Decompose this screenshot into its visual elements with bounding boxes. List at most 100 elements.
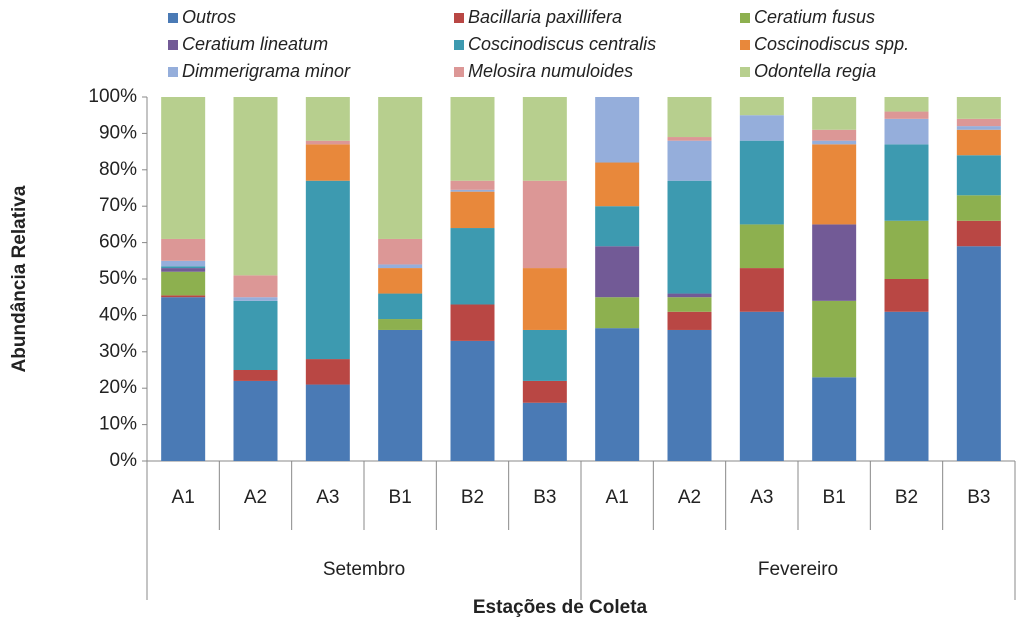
bar-segment xyxy=(450,228,495,305)
bar-segment xyxy=(595,206,640,247)
x-tick-label: B3 xyxy=(967,487,990,508)
bar-segment xyxy=(884,279,929,312)
legend-swatch xyxy=(168,13,178,23)
bar-segment xyxy=(884,144,929,221)
bar-segment xyxy=(595,97,640,163)
legend-swatch xyxy=(740,40,750,50)
y-tick-label: 100% xyxy=(88,86,137,107)
legend-swatch xyxy=(740,13,750,23)
y-axis-title: Abundância Relativa xyxy=(9,185,30,372)
bar-segment xyxy=(812,300,857,378)
bar-segment xyxy=(161,238,206,261)
legend-label: Coscinodiscus centralis xyxy=(468,34,656,54)
bar-segment xyxy=(739,97,784,116)
bar-segment xyxy=(884,220,929,279)
bar-segment xyxy=(595,162,640,207)
y-tick-label: 0% xyxy=(110,450,138,471)
group-label: Fevereiro xyxy=(758,559,838,580)
bar-segment xyxy=(956,220,1001,247)
x-tick-label: B2 xyxy=(461,487,484,508)
bar-segment xyxy=(739,311,784,461)
bar-segment xyxy=(450,97,495,181)
legend-label: Ceratium lineatum xyxy=(182,34,328,54)
legend-label: Outros xyxy=(182,7,236,27)
y-tick-label: 10% xyxy=(99,414,137,435)
bar-segment xyxy=(233,370,278,381)
bar-segment xyxy=(233,380,278,461)
bar-segment xyxy=(667,311,712,330)
bar-segment xyxy=(522,329,567,381)
bar-segment xyxy=(667,293,712,298)
bar-segment xyxy=(378,293,423,320)
bar-segment xyxy=(378,319,423,330)
bar-segment xyxy=(522,97,567,181)
legend-label: Bacillaria paxillifera xyxy=(468,7,622,27)
bar-segment xyxy=(450,340,495,461)
bar-segment xyxy=(522,268,567,330)
x-tick-label: A1 xyxy=(606,487,629,508)
bar-segment xyxy=(305,140,350,145)
legend-label: Melosira numuloides xyxy=(468,61,633,81)
legend-swatch xyxy=(168,40,178,50)
x-tick-label: A3 xyxy=(316,487,339,508)
legend-label: Coscinodiscus spp. xyxy=(754,34,909,54)
y-tick-label: 90% xyxy=(99,122,137,143)
bar-segment xyxy=(812,97,857,130)
legend-swatch xyxy=(454,67,464,77)
bar-segment xyxy=(667,137,712,141)
bar-segment xyxy=(956,97,1001,119)
bar-segment xyxy=(233,97,278,276)
legend-label: Odontella regia xyxy=(754,61,876,81)
bar-segment xyxy=(667,140,712,181)
y-tick-label: 80% xyxy=(99,159,137,180)
y-tick-label: 60% xyxy=(99,232,137,253)
bar-segment xyxy=(522,380,567,403)
bar-segment xyxy=(450,180,495,190)
bar-segment xyxy=(595,328,640,461)
y-tick-label: 40% xyxy=(99,304,137,325)
bar-segment xyxy=(161,268,206,272)
bar-segment xyxy=(378,268,423,294)
legend-label: Dimmerigrama minor xyxy=(182,61,351,81)
bar-segment xyxy=(739,268,784,312)
bar-segment xyxy=(812,377,857,461)
bar-segment xyxy=(739,224,784,269)
bar-segment xyxy=(812,129,857,141)
bar-segment xyxy=(305,97,350,141)
bar-segment xyxy=(233,275,278,298)
bar-segment xyxy=(522,180,567,269)
bar-segment xyxy=(739,140,784,225)
bar-segment xyxy=(378,329,423,461)
legend-swatch xyxy=(168,67,178,77)
bar-segment xyxy=(956,246,1001,461)
bar-segment xyxy=(161,260,206,267)
bar-segment xyxy=(884,111,929,119)
bar-segment xyxy=(884,118,929,145)
bar-segment xyxy=(956,195,1001,221)
bar-segment xyxy=(305,180,350,360)
bar-segment xyxy=(956,126,1001,130)
x-tick-label: B3 xyxy=(533,487,556,508)
bar-segment xyxy=(161,297,206,461)
x-tick-label: B1 xyxy=(823,487,846,508)
bar-segment xyxy=(161,266,206,269)
x-tick-label: A2 xyxy=(678,487,701,508)
x-tick-label: A3 xyxy=(750,487,773,508)
bar-segment xyxy=(884,97,929,112)
bar-segment xyxy=(378,238,423,265)
legend-swatch xyxy=(454,13,464,23)
bar-segment xyxy=(161,295,206,298)
bar-segment xyxy=(812,224,857,301)
bar-segment xyxy=(667,180,712,294)
bar-segment xyxy=(595,246,640,298)
bar-segment xyxy=(450,304,495,341)
bar-segment xyxy=(450,191,495,229)
legend-label: Ceratium fusus xyxy=(754,7,875,27)
bar-segment xyxy=(161,271,206,296)
group-label: Setembro xyxy=(323,559,405,580)
bar-segment xyxy=(305,359,350,385)
y-tick-label: 30% xyxy=(99,341,137,362)
legend-swatch xyxy=(454,40,464,50)
bar-segment xyxy=(884,311,929,461)
bar-segment xyxy=(667,297,712,312)
